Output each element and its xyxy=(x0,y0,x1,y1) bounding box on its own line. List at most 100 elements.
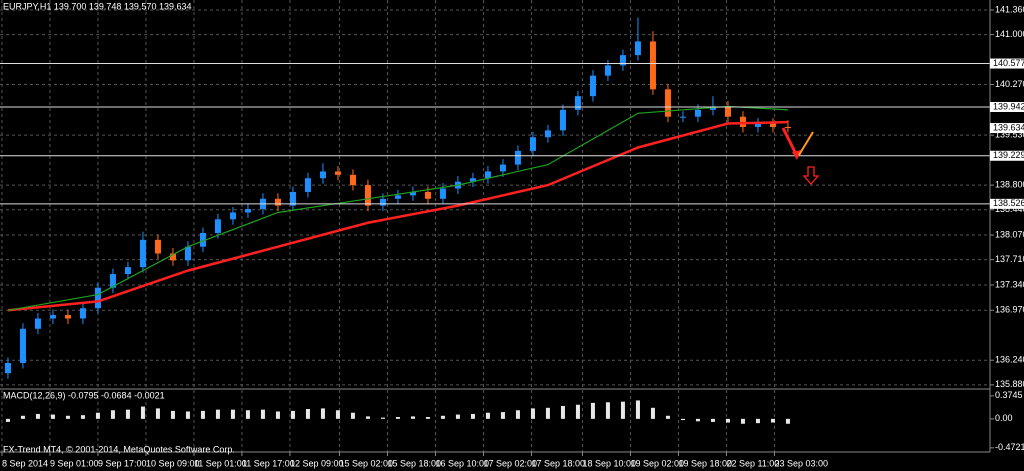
x-tick-label: 8 Sep 2014 xyxy=(2,458,48,468)
candle-body xyxy=(679,116,686,118)
histogram-bar xyxy=(275,411,280,419)
y-tick-label: 137.340 xyxy=(995,279,1024,289)
x-tick-label: 19 Sep 02:00 xyxy=(630,458,684,468)
level-label: 138.526 xyxy=(993,198,1024,208)
candle-body xyxy=(184,246,191,261)
x-tick-label: 15 Sep 18:00 xyxy=(387,458,441,468)
x-tick-label: 10 Sep 09:00 xyxy=(146,458,200,468)
histogram-bar xyxy=(290,410,295,419)
y-tick-label: 141.360 xyxy=(995,4,1024,14)
y-tick-label: -0.4721 xyxy=(995,442,1024,452)
candle-body xyxy=(304,178,311,192)
histogram-bar xyxy=(410,416,415,419)
histogram-bar xyxy=(710,418,715,422)
candle-body xyxy=(19,328,26,363)
histogram-bar xyxy=(770,418,775,423)
level-label-box xyxy=(990,150,1024,161)
histogram-bar xyxy=(95,412,100,419)
plot xyxy=(0,17,990,424)
candle-body xyxy=(484,171,491,179)
candle-body xyxy=(244,209,251,213)
histogram-bar xyxy=(785,418,790,424)
level-label: 139.229 xyxy=(993,150,1024,160)
histogram-bar xyxy=(350,412,355,419)
histogram-bar xyxy=(110,410,115,419)
histogram-bar xyxy=(185,411,190,419)
candle-body xyxy=(544,130,551,138)
grid xyxy=(0,0,990,452)
candle-body xyxy=(124,267,131,275)
y-tick-label: 136.240 xyxy=(995,355,1024,365)
histogram-bar xyxy=(245,410,250,419)
histogram-bar xyxy=(305,409,310,419)
histogram-bar xyxy=(200,410,205,419)
histogram-bar xyxy=(485,412,490,419)
histogram-bar xyxy=(725,418,730,423)
histogram-bar xyxy=(80,415,85,419)
histogram-bar xyxy=(35,413,40,419)
histogram-bar xyxy=(665,415,670,419)
y-tick-label: 138.800 xyxy=(995,179,1024,189)
candle-body xyxy=(289,191,296,206)
histogram-bar xyxy=(230,409,235,419)
candle-body xyxy=(499,164,506,172)
x-tick-label: 12 Sep 09:00 xyxy=(290,458,344,468)
moving-average xyxy=(7,105,788,311)
x-tick-label: 17 Sep 02:00 xyxy=(483,458,537,468)
sell-arrow xyxy=(802,166,820,185)
x-tick-label: 11 Sep 01:00 xyxy=(194,458,247,468)
histogram-bar xyxy=(575,404,580,419)
candle-body xyxy=(139,239,146,268)
candle-body xyxy=(439,188,446,199)
histogram-bar xyxy=(335,410,340,419)
candle-body xyxy=(394,195,401,199)
candle-body xyxy=(199,232,206,247)
candle-body xyxy=(514,150,521,165)
histogram-bar xyxy=(260,409,265,419)
histogram-bar xyxy=(680,418,685,421)
histogram-bar xyxy=(530,408,535,419)
histogram-bar xyxy=(320,408,325,419)
candle-body xyxy=(154,239,161,254)
candle-body xyxy=(64,315,71,319)
histogram-bar xyxy=(380,417,385,419)
x-tick-label: 9 Sep 17:00 xyxy=(98,458,147,468)
histogram-bar xyxy=(140,406,145,419)
x-tick-label: 18 Sep 10:00 xyxy=(582,458,636,468)
chart-title: EURJPY,H1 139.700 139.748 139.570 139.63… xyxy=(3,1,192,11)
histogram-bar xyxy=(125,409,130,419)
histogram-bar xyxy=(50,414,55,419)
histogram-bar xyxy=(395,417,400,419)
candle-body xyxy=(379,198,386,206)
last-price-box xyxy=(990,123,1024,134)
candle-body xyxy=(754,123,761,127)
candle-body xyxy=(649,41,656,90)
histogram-bar xyxy=(545,407,550,419)
candle-body xyxy=(349,174,356,186)
histogram-bar xyxy=(5,418,10,422)
candle-body xyxy=(214,219,221,233)
y-tick-label: 138.440 xyxy=(995,204,1024,214)
candle-body xyxy=(229,212,236,220)
histogram-bar xyxy=(155,408,160,419)
footer: FX-Trend MT4, © 2001-2014, MetaQuotes So… xyxy=(3,444,235,454)
candle-body xyxy=(604,65,611,76)
candle-body xyxy=(769,123,776,127)
x-tick-label: 19 Sep 18:00 xyxy=(678,458,732,468)
candle-body xyxy=(574,96,581,110)
x-tick-label: 17 Sep 18:00 xyxy=(531,458,585,468)
candle-body xyxy=(559,109,566,131)
candle-body xyxy=(4,362,11,374)
y-tick-label: 141.000 xyxy=(995,29,1024,39)
y-tick-label: 0.3745 xyxy=(995,390,1023,400)
histogram-bar xyxy=(515,410,520,419)
candle-body xyxy=(529,137,536,151)
x-tick-label: 16 Sep 10:00 xyxy=(435,458,489,468)
candle-body xyxy=(319,171,326,179)
level-label-box xyxy=(990,58,1024,69)
histogram-bar xyxy=(500,412,505,419)
histogram-bar xyxy=(635,400,640,419)
histogram-bar xyxy=(470,413,475,419)
x-tick-label: 11 Sep 17:00 xyxy=(242,458,295,468)
